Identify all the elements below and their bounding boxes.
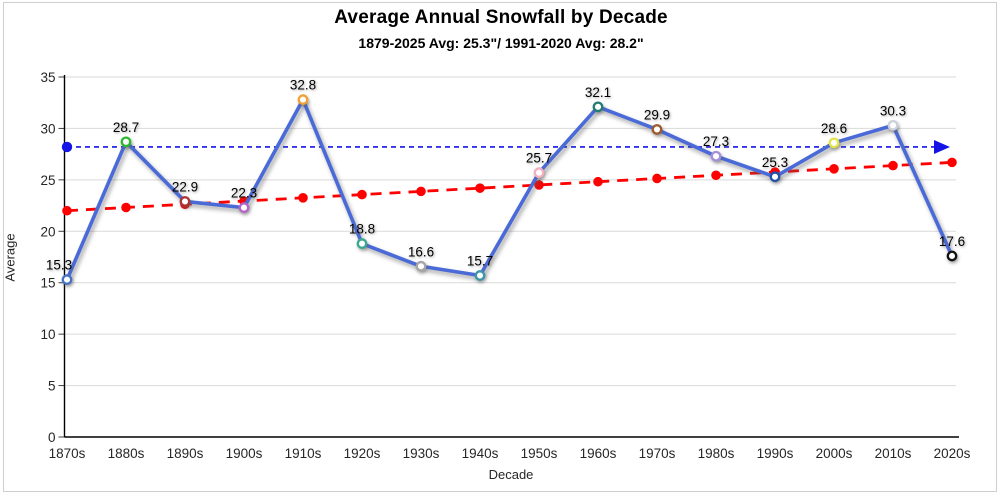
x-axis-title: Decade [488, 467, 534, 482]
snowfall-line-chart-canvas: 0 5 10 15 20 25 30 35 1870s 1880s 1890s 1900s 1910s 1… [40, 70, 971, 461]
point-label: 22.9 [172, 179, 198, 194]
series-point-1920s [356, 238, 368, 249]
trend-dot [947, 157, 957, 168]
trend-dot [62, 205, 72, 216]
chart-title: Average Annual Snowfall by Decade [334, 7, 668, 28]
point-label: 15.7 [467, 254, 493, 269]
y-tick-label: 25 [40, 173, 55, 188]
point-label: 17.6 [939, 234, 965, 249]
trend-dot [121, 202, 131, 213]
series-point-1880s [120, 136, 132, 148]
x-tick-label: 1890s [167, 446, 204, 461]
y-tick-label: 10 [40, 327, 55, 342]
trend-dot [593, 176, 603, 187]
x-tick-label: 1940s [462, 446, 499, 461]
x-tick-label: 2000s [816, 446, 853, 461]
y-tick-label: 35 [40, 70, 55, 85]
series-point-1960s [592, 101, 604, 113]
x-tick-label: 1870s [49, 446, 86, 461]
series-point-2000s [828, 137, 840, 149]
series-point-1950s [533, 167, 545, 179]
x-tick-label: 1930s [403, 446, 440, 461]
series-point-1970s [651, 124, 663, 135]
point-label: 32.1 [585, 85, 611, 100]
x-tick-label: 1900s [226, 446, 263, 461]
x-tick-label: 1920s [344, 446, 381, 461]
trend-dot [357, 189, 367, 200]
trend-dot [298, 193, 308, 203]
trend-dot [534, 180, 544, 190]
y-tick-label: 5 [48, 379, 56, 394]
x-tick-label: 1960s [580, 446, 617, 461]
series-point-1930s [415, 260, 427, 272]
x-tick-label: 1990s [757, 446, 794, 461]
point-label: 25.3 [762, 155, 788, 170]
series-point-1900s [238, 202, 250, 213]
point-label: 32.8 [290, 78, 316, 93]
point-label: 18.8 [349, 222, 375, 237]
x-tick-label: 2020s [934, 446, 971, 461]
trend-dot [711, 170, 721, 181]
chart-subtitle: 1879-2025 Avg: 25.3"/ 1991-2020 Avg: 28.… [358, 35, 644, 51]
chart-area: Average Annual Snowfall by Decade 1879-2… [4, 3, 996, 491]
avg-line-arrow-icon [934, 139, 950, 154]
point-label: 28.6 [821, 121, 847, 136]
y-tick-label: 0 [48, 430, 56, 445]
series-point-1980s [710, 150, 722, 162]
trend-dot [475, 183, 485, 193]
x-tick-label: 1880s [108, 446, 145, 461]
series-point-1940s [474, 270, 486, 281]
point-label: 28.7 [113, 120, 139, 135]
chart-frame: Average Annual Snowfall by Decade 1879-2… [3, 2, 997, 492]
point-label: 27.3 [703, 134, 729, 149]
x-tick-label: 1910s [285, 446, 322, 461]
trend-dot [416, 186, 426, 197]
trend-dot [829, 164, 839, 174]
point-label: 16.6 [408, 244, 434, 259]
y-tick-label: 15 [40, 276, 55, 291]
point-label: 30.3 [880, 103, 906, 118]
x-tick-label: 1950s [521, 446, 558, 461]
series-point-1990s [769, 171, 781, 183]
trend-dot [652, 173, 662, 184]
y-tick-label: 20 [40, 224, 55, 239]
series-point-1890s [179, 196, 191, 207]
series-point-1870s [61, 274, 73, 285]
y-tick-label: 30 [40, 121, 55, 136]
series-line [65, 97, 954, 282]
avg-line-start-dot [61, 141, 73, 153]
trend-line [66, 160, 953, 213]
x-tick-label: 1980s [698, 446, 735, 461]
series-point-2020s [946, 250, 958, 262]
point-label: 25.7 [526, 151, 552, 166]
point-label: 15.3 [46, 258, 72, 273]
point-label: 22.3 [231, 186, 257, 201]
point-label: 29.9 [644, 107, 670, 122]
series-point-1910s [297, 94, 309, 105]
x-tick-label: 1970s [639, 446, 676, 461]
trend-dot [888, 160, 898, 171]
x-tick-label: 2010s [875, 446, 912, 461]
series-point-2010s [887, 119, 899, 131]
